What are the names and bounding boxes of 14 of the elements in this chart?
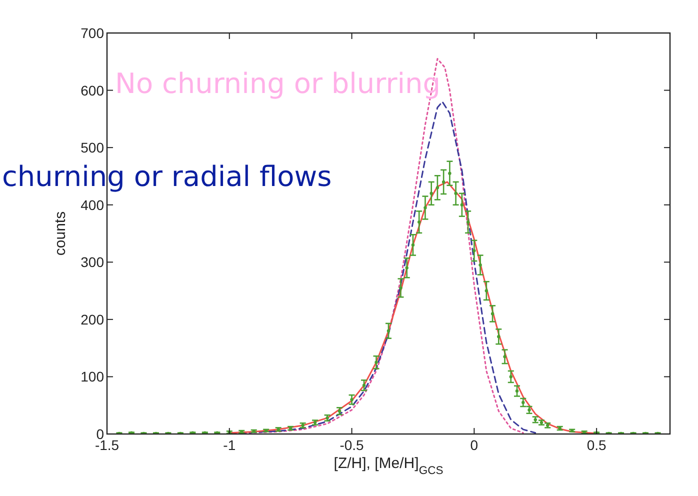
y-tick-label: 700 xyxy=(80,25,104,41)
x-tick-label: 0 xyxy=(470,437,478,453)
y-tick-label: 200 xyxy=(80,311,104,328)
y-tick-label: 100 xyxy=(80,368,104,385)
y-tick-label: 600 xyxy=(80,82,104,98)
y-tick-label: 400 xyxy=(80,196,104,213)
y-tick-label: 300 xyxy=(80,254,104,270)
x-tick-label: -0.5 xyxy=(340,437,364,453)
annotation: No churning or blurring xyxy=(115,67,440,100)
x-tick-label: -1 xyxy=(223,437,236,453)
y-axis-title: counts xyxy=(52,211,69,256)
y-tick-label: 500 xyxy=(80,140,104,156)
x-axis-title: [Z/H], [Me/H]$_{GCS}$ xyxy=(334,455,444,477)
x-tick-label: 0.5 xyxy=(586,437,607,453)
